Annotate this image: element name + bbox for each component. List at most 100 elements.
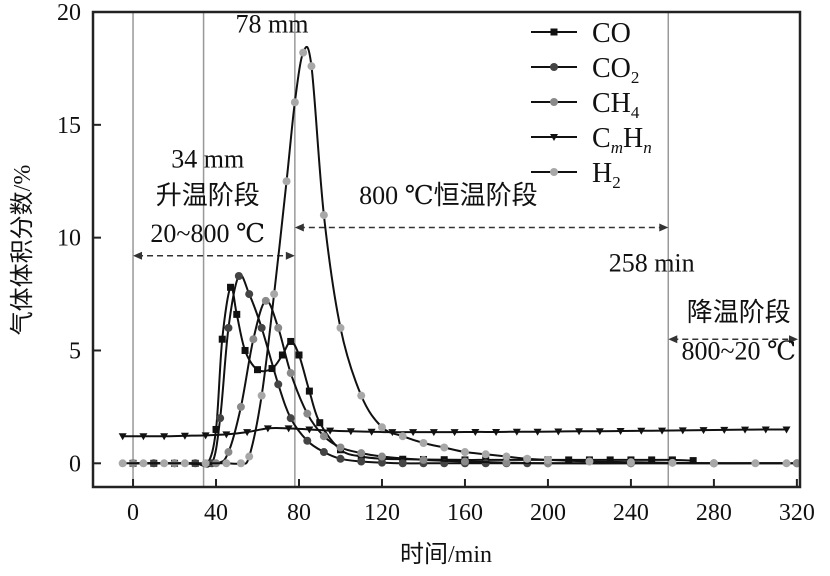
legend-subscript: n xyxy=(643,138,652,157)
data-point-cmhn xyxy=(595,428,604,436)
legend-text: CH xyxy=(592,88,631,119)
series-ch4 xyxy=(129,296,801,468)
legend-text: CO xyxy=(592,53,631,84)
data-point-co2 xyxy=(216,414,225,423)
data-point-h2 xyxy=(502,452,511,461)
annotation-label: 258 min xyxy=(609,249,695,278)
data-point-cmhn xyxy=(575,428,584,436)
annotation-label: 降温阶段 xyxy=(687,298,791,327)
data-point-h2 xyxy=(440,443,449,452)
data-point-h2 xyxy=(419,438,428,447)
data-point-cmhn xyxy=(720,426,729,434)
data-point-co2 xyxy=(234,272,243,281)
data-point-cmhn xyxy=(512,428,521,436)
legend-text: CO xyxy=(592,18,631,49)
x-tick-label: 240 xyxy=(613,500,649,526)
legend-label-ch4: CH4 xyxy=(592,88,640,122)
data-point-co xyxy=(268,365,276,373)
data-point-co2 xyxy=(319,448,328,457)
arrow-head-left xyxy=(668,335,678,344)
y-axis-label: 气体体积分数/% xyxy=(9,165,36,336)
arrow-head-left xyxy=(133,251,143,260)
data-point-cmhn xyxy=(367,428,376,436)
data-point-cmhn xyxy=(741,426,750,434)
data-point-cmhn xyxy=(243,429,252,437)
legend-subscript: 2 xyxy=(631,68,640,87)
x-tick-label: 280 xyxy=(696,500,732,526)
data-point-cmhn xyxy=(658,427,667,435)
series-line-h2 xyxy=(122,45,787,465)
data-point-cmhn xyxy=(699,427,708,435)
x-tick-label: 80 xyxy=(287,500,311,526)
y-tick-label: 15 xyxy=(57,113,81,139)
data-point-h2 xyxy=(236,459,245,468)
data-point-co xyxy=(233,310,241,318)
data-point-h2 xyxy=(782,459,791,468)
data-point-ch4 xyxy=(419,455,428,464)
data-point-cmhn xyxy=(139,433,148,441)
data-point-h2 xyxy=(319,211,328,220)
data-point-h2 xyxy=(257,391,266,400)
data-point-h2 xyxy=(299,48,308,57)
data-point-cmhn xyxy=(492,428,501,436)
data-point-co xyxy=(316,419,324,427)
legend-marker-ch4 xyxy=(550,98,558,106)
annotation-label: 20~800 ℃ xyxy=(150,219,265,248)
legend-label-h2: H2 xyxy=(592,158,621,192)
series-group xyxy=(118,45,801,468)
data-point-cmhn xyxy=(554,428,563,436)
x-tick-label: 200 xyxy=(530,500,566,526)
data-point-co2 xyxy=(274,380,283,389)
legend-subscript: m xyxy=(611,138,623,157)
data-point-cmhn xyxy=(284,425,293,433)
stage-divider-lines xyxy=(132,12,670,487)
series-cmhn xyxy=(118,425,791,441)
data-point-h2 xyxy=(626,458,635,467)
data-point-co xyxy=(287,337,295,345)
y-tick-label: 10 xyxy=(57,226,81,252)
data-point-co xyxy=(212,425,220,433)
annotation-label: 34 mm xyxy=(171,145,244,174)
data-point-cmhn xyxy=(637,427,646,435)
data-point-h2 xyxy=(543,455,552,464)
data-point-ch4 xyxy=(502,458,511,467)
data-point-cmhn xyxy=(118,433,127,441)
annotation-label: 800 ℃恒温阶段 xyxy=(359,181,538,210)
legend-marker-co2 xyxy=(550,63,558,71)
annotations: 78 mm 34 mm 升温阶段 20~800 ℃ 800 ℃恒温阶段 258 min 降温… xyxy=(150,9,796,365)
data-point-cmhn xyxy=(160,433,169,441)
data-point-h2 xyxy=(270,290,279,299)
data-point-ch4 xyxy=(357,449,366,458)
data-point-h2 xyxy=(377,423,386,432)
data-point-co2 xyxy=(398,459,407,468)
legend-marker-cmhn xyxy=(550,134,558,141)
data-point-co xyxy=(648,456,656,464)
data-point-ch4 xyxy=(286,369,295,378)
data-point-co2 xyxy=(303,436,312,445)
data-point-ch4 xyxy=(236,402,245,411)
plot-frame xyxy=(91,10,802,489)
data-point-cmhn xyxy=(201,432,210,440)
data-point-cmhn xyxy=(409,429,418,437)
annotation-label: 800~20 ℃ xyxy=(681,337,796,366)
legend-text: H xyxy=(623,123,643,154)
data-point-h2 xyxy=(118,459,127,468)
legend-subscript: 4 xyxy=(631,103,640,122)
data-point-cmhn xyxy=(782,426,791,434)
data-point-co xyxy=(227,283,235,291)
legend-label-co2: CO2 xyxy=(592,53,639,87)
arrow-head-right xyxy=(285,251,295,260)
data-point-co xyxy=(241,346,249,354)
legend-subscript: 2 xyxy=(612,173,621,192)
data-point-ch4 xyxy=(274,323,283,332)
data-point-h2 xyxy=(709,459,718,468)
data-point-h2 xyxy=(282,177,291,186)
data-point-co2 xyxy=(336,454,345,463)
data-point-co xyxy=(606,456,614,464)
data-point-h2 xyxy=(668,458,677,467)
data-point-h2 xyxy=(139,459,148,468)
data-point-h2 xyxy=(336,323,345,332)
data-point-ch4 xyxy=(303,409,312,418)
data-point-cmhn xyxy=(616,428,625,436)
